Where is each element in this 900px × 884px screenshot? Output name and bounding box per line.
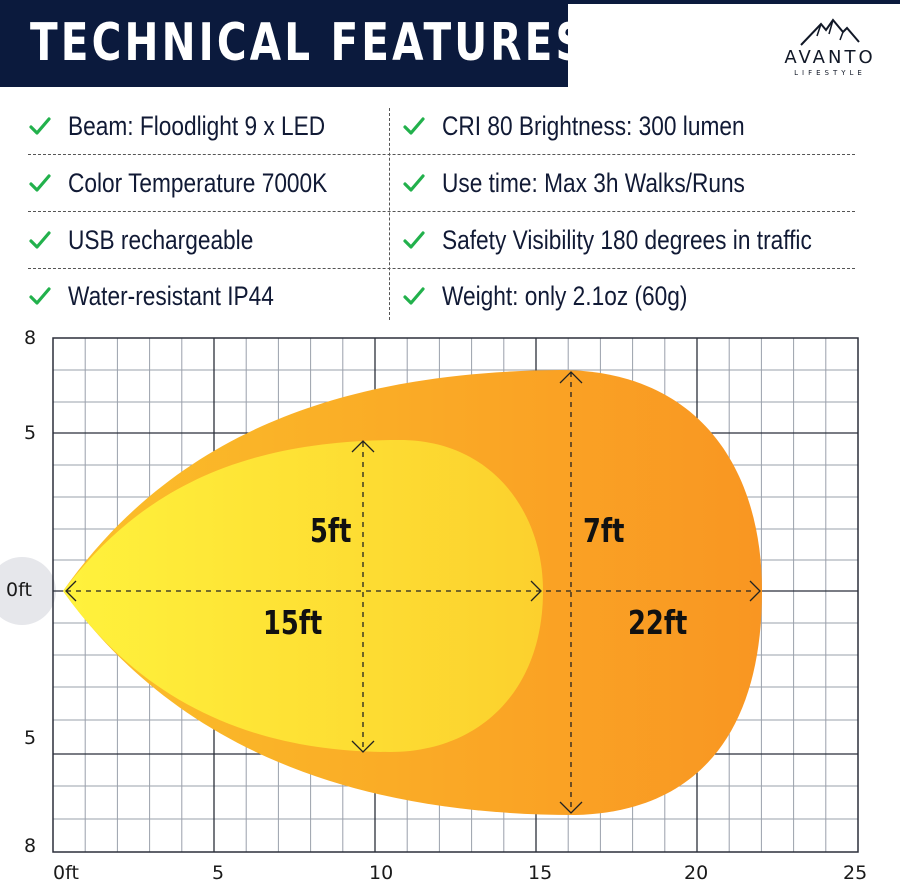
row-divider xyxy=(28,211,855,212)
x-tick-label: 10 xyxy=(369,862,394,884)
checkmark-icon xyxy=(403,174,425,192)
feature-label: Safety Visibility 180 degrees in traffic xyxy=(442,224,812,255)
feature-label: Beam: Floodlight 9 x LED xyxy=(68,110,326,141)
feature-item: Safety Visibility 180 degrees in traffic xyxy=(402,212,882,268)
x-tick-label: 20 xyxy=(684,862,709,884)
x-tick-label: 5 xyxy=(212,862,225,884)
outer-length-label: 22ft xyxy=(628,603,688,642)
inner-width-label: 5ft xyxy=(310,511,352,550)
feature-item: Color Temperature 7000K xyxy=(28,155,377,211)
mountain-peaks-icon xyxy=(800,18,860,46)
column-divider xyxy=(389,108,390,320)
y-tick-label: 5 xyxy=(24,727,37,749)
brand-tagline: LIFESTYLE xyxy=(794,69,866,77)
zero-axis-bubble xyxy=(0,557,56,625)
checkmark-icon xyxy=(29,287,51,305)
y-tick-label: 8 xyxy=(24,327,37,349)
dimension-arrows xyxy=(65,371,761,814)
x-tick-label: 25 xyxy=(843,862,868,884)
feature-label: CRI 80 Brightness: 300 lumen xyxy=(442,110,745,141)
feature-item: Water-resistant IP44 xyxy=(28,268,313,324)
y-tick-label: 8 xyxy=(24,835,37,857)
brand-name: AVANTO xyxy=(784,47,876,68)
y-tick-label: 0ft xyxy=(6,579,32,601)
x-tick-label: 15 xyxy=(528,862,553,884)
feature-item: Use time: Max 3h Walks/Runs xyxy=(402,155,803,211)
outer-width-label: 7ft xyxy=(583,511,625,550)
inner-length-label: 15ft xyxy=(263,603,323,642)
feature-item: USB rechargeable xyxy=(28,212,289,268)
checkmark-icon xyxy=(29,174,51,192)
inner-beam-area xyxy=(63,440,543,752)
feature-item: CRI 80 Brightness: 300 lumen xyxy=(402,98,802,154)
page-title: TECHNICAL FEATURES xyxy=(30,13,588,73)
feature-label: USB rechargeable xyxy=(68,224,254,255)
row-divider xyxy=(28,268,855,269)
y-tick-label: 5 xyxy=(24,422,37,444)
feature-label: Water-resistant IP44 xyxy=(68,280,274,311)
checkmark-icon xyxy=(403,231,425,249)
row-divider xyxy=(28,154,855,155)
feature-label: Color Temperature 7000K xyxy=(68,167,328,198)
checkmark-icon xyxy=(29,231,51,249)
checkmark-icon xyxy=(29,117,51,135)
x-tick-label: 0ft xyxy=(53,862,79,884)
feature-label: Use time: Max 3h Walks/Runs xyxy=(442,167,745,198)
brand-logo: AVANTO LIFESTYLE xyxy=(770,18,890,93)
feature-label: Weight: only 2.1oz (60g) xyxy=(442,280,688,311)
feature-item: Weight: only 2.1oz (60g) xyxy=(402,268,734,324)
feature-item: Beam: Floodlight 9 x LED xyxy=(28,98,374,154)
checkmark-icon xyxy=(403,117,425,135)
chart-plot-border xyxy=(52,337,859,853)
title-bar: TECHNICAL FEATURES xyxy=(0,0,585,87)
checkmark-icon xyxy=(403,287,425,305)
